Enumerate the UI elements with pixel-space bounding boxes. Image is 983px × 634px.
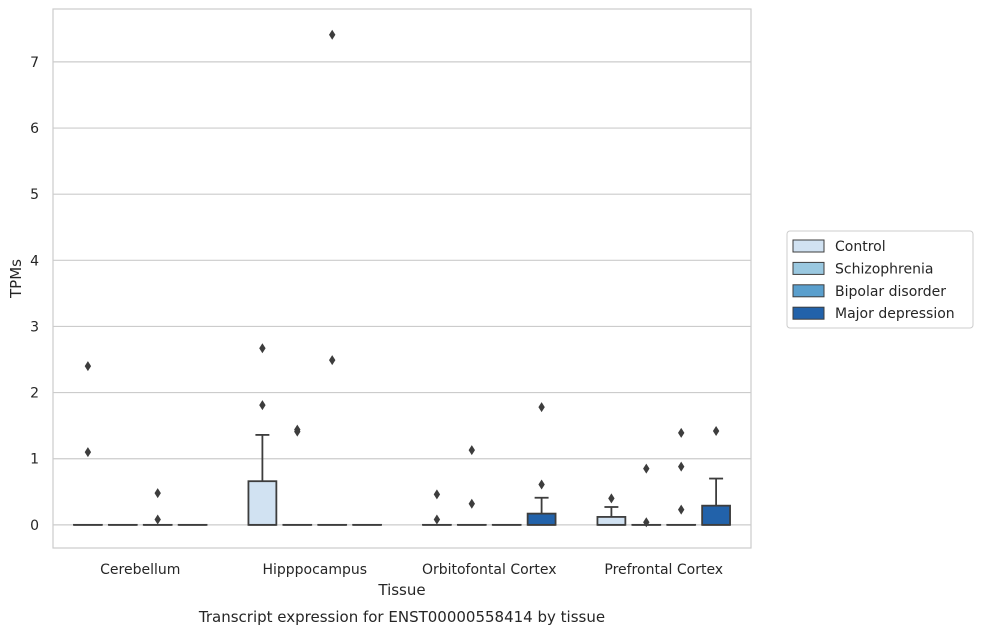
outlier-point (678, 461, 685, 472)
legend: Control Schizophrenia Bipolar disorder Majo… (786, 230, 974, 329)
x-tick-label: Cerebellum (100, 562, 180, 578)
box-hipppocampus-control (247, 343, 278, 526)
outlier-point (294, 426, 301, 437)
y-axis-label: TPMs (7, 259, 25, 299)
y-tick-label: 0 (30, 518, 39, 534)
plot-frame (52, 8, 752, 549)
x-tick-label: Hipppocampus (262, 562, 367, 578)
box-prefrontal-cortex-schizophrenia (631, 463, 662, 528)
box-orbitofontal-cortex-schizophrenia (456, 445, 487, 526)
outlier-point (608, 493, 615, 504)
outlier-point (433, 489, 441, 500)
x-axis-label: Tissue (377, 581, 425, 599)
outlier-point (329, 355, 336, 366)
x-tick-label: Prefrontal Cortex (604, 562, 723, 578)
outlier-point (154, 488, 161, 499)
legend-swatch (792, 239, 825, 253)
box-orbitofontal-cortex-major-depression (526, 402, 557, 526)
legend-item: Control (792, 239, 886, 255)
outlier-point (678, 504, 685, 515)
box-prefrontal-cortex-control (596, 493, 627, 526)
legend-item: Bipolar disorder (792, 284, 946, 300)
outlier-point (538, 402, 545, 413)
y-tick-label: 1 (30, 452, 39, 468)
y-tick-label: 4 (30, 253, 39, 269)
box-cerebellum-control (73, 361, 103, 526)
outlier-point (538, 479, 545, 490)
box-orbitofontal-cortex-control (422, 489, 452, 526)
box-hipppocampus-schizophrenia (282, 424, 313, 526)
legend-swatch (792, 306, 825, 320)
outlier-point (468, 498, 475, 509)
y-tick-labels: 0 1 2 3 4 5 6 7 (30, 55, 39, 534)
y-tick-label: 2 (30, 386, 39, 402)
legend-swatch (792, 261, 825, 275)
y-tick-label: 3 (30, 319, 39, 335)
box-hipppocampus-bipolar-disorder (317, 29, 348, 526)
x-tick-label: Orbitofontal Cortex (422, 562, 557, 578)
y-tick-label: 6 (30, 121, 39, 137)
legend-label: Bipolar disorder (835, 284, 946, 300)
figure-caption: Transcript expression for ENST0000055841… (198, 608, 605, 626)
outlier-point (468, 445, 475, 456)
box-prefrontal-cortex-major-depression (701, 425, 731, 526)
box-body (247, 480, 278, 526)
plot-marks (73, 29, 731, 528)
outlier-point (84, 447, 92, 458)
legend-item: Major depression (792, 306, 955, 322)
box-body (596, 516, 627, 526)
outlier-point (259, 343, 266, 354)
box-cerebellum-bipolar-disorder (142, 488, 173, 526)
legend-label: Control (835, 239, 886, 255)
x-tick-labels: Cerebellum Hipppocampus Orbitofontal Corte… (100, 562, 723, 578)
outlier-point (329, 29, 336, 40)
outlier-point (154, 514, 161, 525)
outlier-point (643, 463, 650, 474)
box-body (701, 504, 731, 526)
outlier-point (643, 517, 650, 528)
box-body (526, 512, 557, 526)
outlier-point (259, 400, 266, 411)
legend-label: Major depression (835, 306, 955, 322)
outlier-point (433, 514, 441, 525)
y-tick-label: 5 (30, 187, 39, 203)
legend-swatch (792, 284, 825, 298)
legend-item: Schizophrenia (792, 261, 933, 277)
outlier-point (678, 427, 685, 438)
legend-frame (786, 230, 974, 329)
outlier-point (712, 425, 720, 436)
gridlines (53, 61, 751, 526)
box-prefrontal-cortex-bipolar-disorder (666, 427, 697, 526)
y-tick-label: 7 (30, 55, 39, 71)
legend-label: Schizophrenia (835, 261, 933, 277)
outlier-point (84, 361, 92, 372)
